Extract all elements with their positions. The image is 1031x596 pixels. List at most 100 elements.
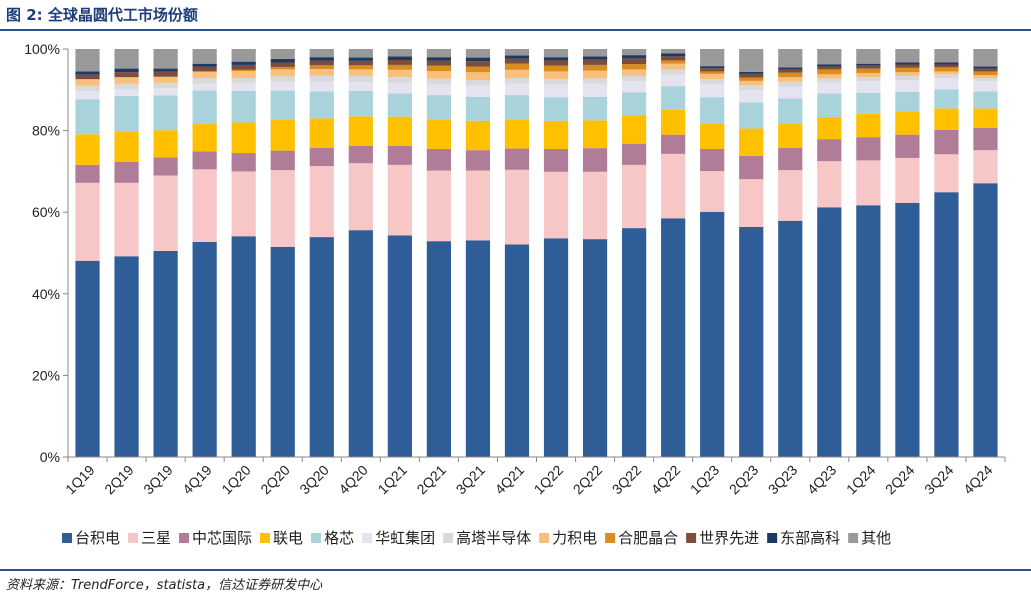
bar-segment-3Q19-s1: [153, 175, 178, 251]
x-tick-label: 3Q22: [609, 462, 645, 498]
bar-segment-3Q23-s11: [778, 49, 803, 68]
bar-segment-4Q21-s8: [504, 63, 530, 70]
bar-segment-4Q19-s4: [192, 90, 217, 125]
bar-3Q23: [778, 49, 803, 457]
bar-segment-1Q21-s5: [387, 82, 412, 94]
bar-segment-2Q23-s2: [739, 155, 764, 180]
bar-segment-4Q23-s1: [817, 161, 842, 208]
bar-segment-1Q23-s6: [700, 79, 725, 85]
bar-segment-1Q21-s4: [387, 93, 412, 117]
bar-segment-2Q23-s6: [739, 85, 764, 91]
bar-segment-3Q24-s3: [934, 108, 959, 130]
bar-segment-3Q22-s10: [622, 55, 647, 59]
bar-segment-2Q23-s10: [739, 71, 764, 74]
bar-segment-1Q20-s5: [231, 82, 256, 92]
bar-segment-4Q22-s3: [661, 109, 686, 135]
bar-segment-3Q20-s10: [309, 57, 334, 61]
bar-segment-3Q19-s10: [153, 68, 178, 72]
bar-segment-4Q23-s7: [817, 74, 842, 79]
footer-divider: [0, 569, 1031, 571]
bar-segment-2Q19-s2: [114, 162, 139, 183]
bar-segment-4Q22-s9: [661, 56, 686, 61]
x-tick-label: 1Q23: [687, 462, 723, 498]
legend-label: 高塔半导体: [456, 529, 531, 547]
title-divider: [0, 29, 1031, 31]
bar-segment-2Q19-s1: [114, 182, 139, 257]
bar-segment-3Q20-s0: [309, 237, 334, 457]
bar-segment-1Q22-s1: [543, 171, 569, 239]
bar-segment-2Q23-s3: [739, 128, 764, 156]
bar-segment-1Q21-s1: [387, 164, 412, 236]
bar-segment-3Q24-s7: [934, 71, 959, 75]
bar-segment-3Q23-s8: [778, 72, 803, 78]
bar-segment-3Q24-s5: [934, 77, 959, 90]
x-tick-label: 1Q22: [531, 462, 567, 498]
bar-segment-4Q24-s10: [973, 66, 998, 69]
bar-1Q24: [856, 49, 881, 457]
legend-item-s6: 高塔半导体: [443, 529, 531, 547]
bar-segment-1Q21-s2: [387, 145, 412, 165]
bar-segment-2Q22-s5: [582, 83, 608, 97]
bar-segment-4Q20-s10: [348, 57, 373, 61]
bar-segment-1Q21-s10: [387, 56, 412, 61]
bar-segment-2Q20-s1: [270, 170, 295, 247]
bar-segment-3Q23-s4: [778, 98, 803, 125]
legend-item-s8: 合肥晶合: [605, 529, 678, 547]
bar-segment-3Q23-s2: [778, 147, 803, 171]
bar-segment-2Q20-s3: [270, 119, 295, 151]
bar-segment-4Q21-s7: [504, 69, 530, 78]
bar-segment-4Q19-s9: [192, 66, 217, 72]
legend-item-s10: 东部高科: [767, 529, 840, 547]
y-tick-label: 0%: [40, 449, 60, 465]
bar-segment-2Q24-s3: [895, 111, 920, 135]
bar-segment-2Q20-s2: [270, 150, 295, 171]
bar-segment-3Q24-s9: [934, 64, 959, 68]
bar-4Q22: [661, 49, 686, 457]
bar-segment-4Q23-s5: [817, 82, 842, 94]
bar-segment-2Q24-s0: [895, 202, 920, 457]
bar-1Q23: [700, 49, 725, 457]
legend-swatch: [848, 533, 859, 543]
x-tick-label: 4Q22: [648, 462, 684, 498]
bar-segment-2Q23-s1: [739, 179, 764, 227]
bar-segment-1Q22-s0: [543, 238, 569, 457]
bar-segment-4Q21-s3: [504, 119, 530, 149]
bar-segment-2Q21-s4: [426, 95, 451, 120]
bar-segment-1Q22-s7: [543, 71, 569, 80]
bar-segment-1Q19-s4: [75, 99, 100, 135]
bar-segment-1Q22-s10: [543, 57, 569, 61]
bar-segment-3Q20-s2: [309, 147, 334, 167]
bar-segment-2Q20-s6: [270, 76, 295, 82]
legend-item-s5: 华虹集团: [362, 529, 435, 547]
bar-segment-2Q22-s1: [582, 171, 608, 240]
bar-segment-1Q22-s6: [543, 79, 569, 85]
bar-segment-4Q22-s11: [661, 49, 686, 54]
bar-segment-4Q20-s7: [348, 69, 373, 76]
bar-segment-3Q23-s9: [778, 69, 803, 73]
bar-segment-2Q21-s5: [426, 84, 451, 96]
y-tick-label: 80%: [32, 123, 60, 139]
bar-segment-3Q22-s6: [622, 75, 647, 82]
y-axis: 0% 20% 40% 60% 80% 100%: [24, 41, 69, 465]
bar-segment-3Q22-s4: [622, 92, 647, 116]
legend-item-s11: 其他: [848, 529, 891, 547]
bar-segment-3Q22-s11: [622, 49, 647, 56]
bar-segment-2Q22-s4: [582, 96, 608, 121]
bar-segment-1Q24-s3: [856, 113, 881, 138]
bar-segment-1Q23-s10: [700, 66, 725, 69]
bar-segment-4Q19-s5: [192, 83, 217, 91]
bar-segment-1Q19-s11: [75, 49, 100, 72]
legend-item-s2: 中芯国际: [179, 529, 252, 547]
bar-segment-1Q20-s9: [231, 64, 256, 70]
bar-segment-3Q19-s5: [153, 88, 178, 96]
bar-segment-4Q22-s8: [661, 60, 686, 64]
bar-segment-4Q22-s7: [661, 63, 686, 70]
bar-segment-3Q24-s2: [934, 129, 959, 155]
bar-segment-2Q24-s11: [895, 49, 920, 63]
bar-segment-1Q19-s9: [75, 74, 100, 80]
bar-segment-4Q23-s8: [817, 69, 842, 75]
bar-2Q19: [114, 49, 139, 457]
bar-segment-2Q20-s4: [270, 90, 295, 120]
bar-segment-4Q22-s6: [661, 69, 686, 75]
legend-swatch: [686, 533, 697, 543]
